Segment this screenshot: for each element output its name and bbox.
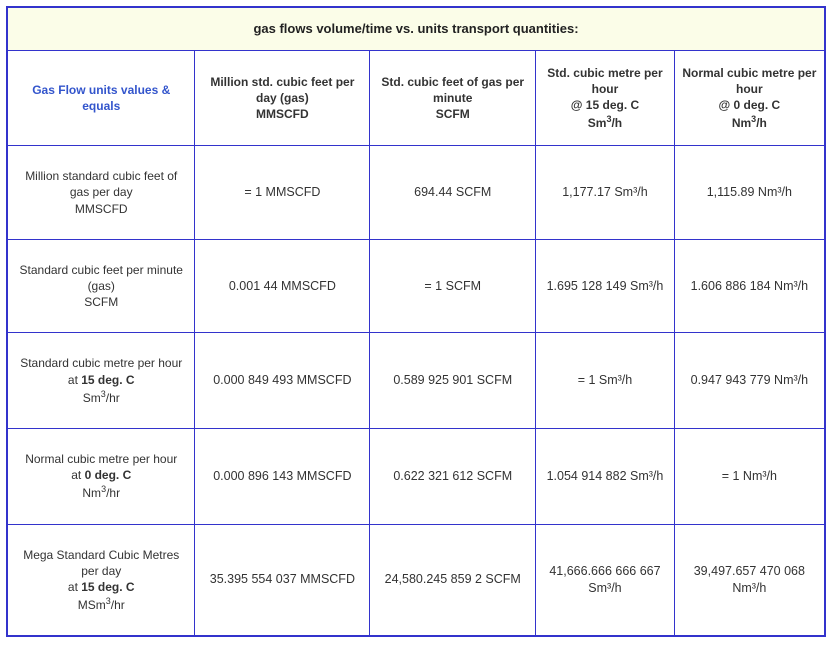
table-row: Standard cubic feet per minute (gas) SCF… (7, 239, 825, 333)
table-row: Standard cubic metre per hour at 15 deg.… (7, 333, 825, 429)
cell: 0.001 44 MMSCFD (195, 239, 370, 333)
cell: 0.947 943 779 Nm³/h (674, 333, 825, 429)
c2-abbr: SCFM (436, 107, 470, 121)
row-label: Standard cubic feet per minute (gas) SCF… (7, 239, 195, 333)
cell: 1.606 886 184 Nm³/h (674, 239, 825, 333)
row-label: Standard cubic metre per hour at 15 deg.… (7, 333, 195, 429)
cell: 0.000 896 143 MMSCFD (195, 428, 370, 524)
cell: 35.395 554 037 MMSCFD (195, 524, 370, 636)
cell: 0.622 321 612 SCFM (370, 428, 536, 524)
cell: 39,497.657 470 068 Nm³/h (674, 524, 825, 636)
cell: 41,666.666 666 667 Sm³/h (536, 524, 674, 636)
cell: 24,580.245 859 2 SCFM (370, 524, 536, 636)
table-body: Million standard cubic feet of gas per d… (7, 146, 825, 637)
c2-desc: Std. cubic feet of gas per minute (381, 75, 524, 105)
gas-flow-conversion-table: gas flows volume/time vs. units transpor… (6, 6, 826, 637)
table-row: Mega Standard Cubic Metres per day at 15… (7, 524, 825, 636)
cell: = 1 Nm³/h (674, 428, 825, 524)
col0-text: Gas Flow units values & equals (32, 83, 170, 113)
c4-abbr: Nm3/h (732, 116, 767, 130)
col-header-rowunits: Gas Flow units values & equals (7, 50, 195, 146)
table-row: Normal cubic metre per hour at 0 deg. C … (7, 428, 825, 524)
c4-cond: @ 0 deg. C (718, 98, 780, 112)
cell: 1,177.17 Sm³/h (536, 146, 674, 240)
c4-desc: Normal cubic metre per hour (682, 66, 816, 96)
row-label: Mega Standard Cubic Metres per day at 15… (7, 524, 195, 636)
cell: = 1 Sm³/h (536, 333, 674, 429)
cell: 694.44 SCFM (370, 146, 536, 240)
cell: 1.054 914 882 Sm³/h (536, 428, 674, 524)
col-header-sm3h: Std. cubic metre per hour @ 15 deg. C Sm… (536, 50, 674, 146)
row-label: Million standard cubic feet of gas per d… (7, 146, 195, 240)
cell: 1.695 128 149 Sm³/h (536, 239, 674, 333)
col-header-nm3h: Normal cubic metre per hour @ 0 deg. C N… (674, 50, 825, 146)
c3-abbr: Sm3/h (588, 116, 622, 130)
cell: 0.000 849 493 MMSCFD (195, 333, 370, 429)
cell: 1,115.89 Nm³/h (674, 146, 825, 240)
c1-abbr: MMSCFD (256, 107, 309, 121)
c3-desc: Std. cubic metre per hour (547, 66, 662, 96)
row-label: Normal cubic metre per hour at 0 deg. C … (7, 428, 195, 524)
c1-desc: Million std. cubic feet per day (gas) (210, 75, 354, 105)
cell: = 1 MMSCFD (195, 146, 370, 240)
table-row: Million standard cubic feet of gas per d… (7, 146, 825, 240)
cell: = 1 SCFM (370, 239, 536, 333)
c3-cond: @ 15 deg. C (571, 98, 639, 112)
table-title: gas flows volume/time vs. units transpor… (7, 7, 825, 50)
cell: 0.589 925 901 SCFM (370, 333, 536, 429)
col-header-scfm: Std. cubic feet of gas per minute SCFM (370, 50, 536, 146)
col-header-mmscfd: Million std. cubic feet per day (gas) MM… (195, 50, 370, 146)
